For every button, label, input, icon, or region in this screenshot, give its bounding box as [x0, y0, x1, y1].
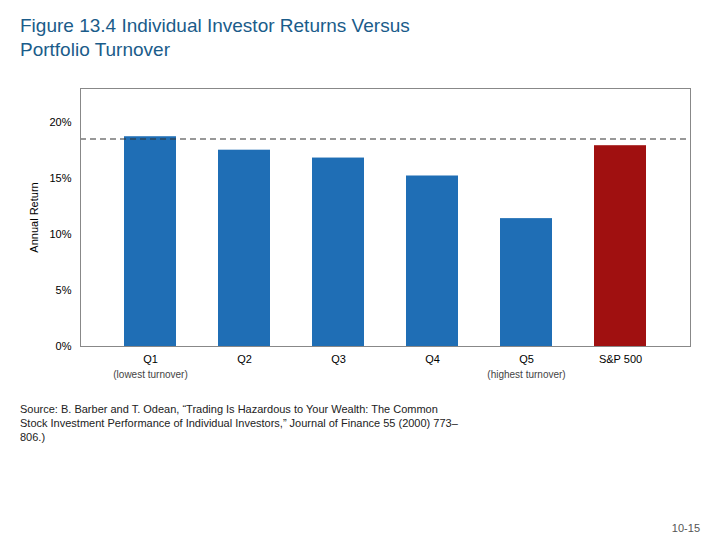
svg-text:10%: 10%	[49, 227, 71, 239]
html-text:Figure 13.4 Individual Investo: Figure 13.4 Individual Investor Returns …	[20, 15, 410, 60]
svg-text:(highest turnover): (highest turnover)	[487, 368, 565, 379]
svg-text:5%: 5%	[56, 283, 72, 295]
svg-text:Annual Return: Annual Return	[28, 182, 40, 252]
svg-text:(lowest turnover): (lowest turnover)	[113, 368, 187, 379]
svg-text:Q5: Q5	[519, 353, 534, 365]
svg-text:Q3: Q3	[331, 353, 346, 365]
svg-text:Q2: Q2	[237, 353, 252, 365]
svg-text:S&P 500: S&P 500	[599, 353, 642, 365]
html-text:Source: B. Barber and T. Odean: Source: B. Barber and T. Odean, “Trading…	[20, 402, 458, 444]
svg-text:0%: 0%	[56, 340, 72, 352]
svg-text:Q1: Q1	[143, 353, 158, 365]
svg-text:Q4: Q4	[425, 353, 440, 365]
svg-text:20%: 20%	[49, 115, 71, 127]
svg-text:15%: 15%	[49, 171, 71, 183]
html-text:10-15: 10-15	[671, 522, 700, 534]
